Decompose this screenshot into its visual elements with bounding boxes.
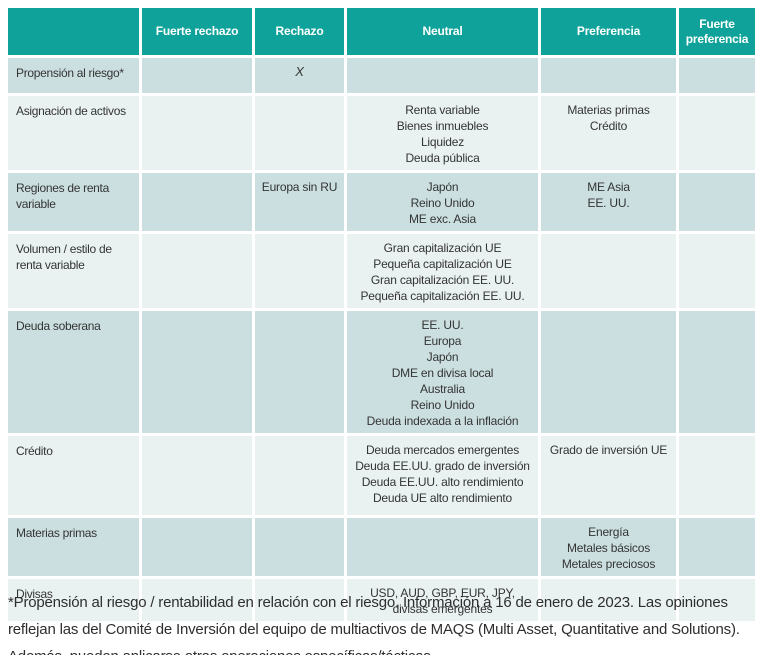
cell-preferencia: Energía Metales básicos Metales precioso… <box>541 518 676 576</box>
table-row-divisas: Divisas USD, AUD, GBP, EUR, JPY, divisas… <box>8 579 755 621</box>
cell-fuerte-rechazo <box>142 234 252 308</box>
cell-rechazo: Europa sin RU <box>255 173 344 231</box>
cell-rechazo <box>255 96 344 170</box>
cell-preferencia <box>541 58 676 93</box>
cell-fuerte-rechazo <box>142 58 252 93</box>
column-header-empty <box>8 8 139 55</box>
row-label: Propensión al riesgo* <box>8 58 139 93</box>
cell-rechazo: X <box>255 58 344 93</box>
cell-fuerte-preferencia <box>679 579 755 621</box>
cell-fuerte-rechazo <box>142 579 252 621</box>
cell-fuerte-preferencia <box>679 173 755 231</box>
cell-preferencia: Materias primas Crédito <box>541 96 676 170</box>
table-row-deuda-soberana: Deuda soberana EE. UU. Europa Japón DME … <box>8 311 755 433</box>
cell-preferencia: ME Asia EE. UU. <box>541 173 676 231</box>
column-header-neutral: Neutral <box>347 8 538 55</box>
column-header-rechazo: Rechazo <box>255 8 344 55</box>
column-header-fuerte-rechazo: Fuerte rechazo <box>142 8 252 55</box>
row-label: Crédito <box>8 436 139 515</box>
cell-rechazo <box>255 579 344 621</box>
cell-fuerte-rechazo <box>142 436 252 515</box>
table-row-materias-primas: Materias primas Energía Metales básicos … <box>8 518 755 576</box>
cell-fuerte-preferencia <box>679 96 755 170</box>
row-label: Divisas <box>8 579 139 621</box>
row-label: Volumen / estilo de renta variable <box>8 234 139 308</box>
cell-neutral: Deuda mercados emergentes Deuda EE.UU. g… <box>347 436 538 515</box>
cell-neutral: USD, AUD, GBP, EUR, JPY, divisas emergen… <box>347 579 538 621</box>
cell-fuerte-preferencia <box>679 234 755 308</box>
cell-fuerte-preferencia <box>679 518 755 576</box>
header-row: Fuerte rechazo Rechazo Neutral Preferenc… <box>8 8 755 55</box>
footnote-text: *Propensión al riesgo / rentabilidad en … <box>8 594 740 655</box>
cell-neutral: Japón Reino Unido ME exc. Asia <box>347 173 538 231</box>
cell-fuerte-rechazo <box>142 311 252 433</box>
cell-rechazo <box>255 518 344 576</box>
table-row-asignacion-de-activos: Asignación de activos Renta variable Bie… <box>8 96 755 170</box>
cell-rechazo <box>255 311 344 433</box>
table-row-regiones-de-renta-variable: Regiones de renta variable Europa sin RU… <box>8 173 755 231</box>
cell-rechazo <box>255 436 344 515</box>
cell-rechazo <box>255 234 344 308</box>
row-label: Deuda soberana <box>8 311 139 433</box>
column-header-fuerte-preferencia: Fuerte preferencia <box>679 8 755 55</box>
allocation-preferences-table: Fuerte rechazo Rechazo Neutral Preferenc… <box>5 5 758 624</box>
row-label: Regiones de renta variable <box>8 173 139 231</box>
cell-preferencia <box>541 311 676 433</box>
cell-fuerte-rechazo <box>142 96 252 170</box>
cell-neutral: Gran capitalización UE Pequeña capitaliz… <box>347 234 538 308</box>
cell-neutral: EE. UU. Europa Japón DME en divisa local… <box>347 311 538 433</box>
cell-preferencia <box>541 579 676 621</box>
cell-fuerte-preferencia <box>679 58 755 93</box>
table-row-propension-al-riesgo: Propensión al riesgo* X <box>8 58 755 93</box>
cell-fuerte-preferencia <box>679 436 755 515</box>
cell-neutral <box>347 518 538 576</box>
row-label: Materias primas <box>8 518 139 576</box>
cell-fuerte-preferencia <box>679 311 755 433</box>
cell-preferencia <box>541 234 676 308</box>
table-row-volumen-estilo-renta-variable: Volumen / estilo de renta variable Gran … <box>8 234 755 308</box>
cell-fuerte-rechazo <box>142 518 252 576</box>
cell-neutral: Renta variable Bienes inmuebles Liquidez… <box>347 96 538 170</box>
cell-neutral <box>347 58 538 93</box>
table-row-credito: Crédito Deuda mercados emergentes Deuda … <box>8 436 755 515</box>
cell-preferencia: Grado de inversión UE <box>541 436 676 515</box>
cell-fuerte-rechazo <box>142 173 252 231</box>
row-label: Asignación de activos <box>8 96 139 170</box>
column-header-preferencia: Preferencia <box>541 8 676 55</box>
